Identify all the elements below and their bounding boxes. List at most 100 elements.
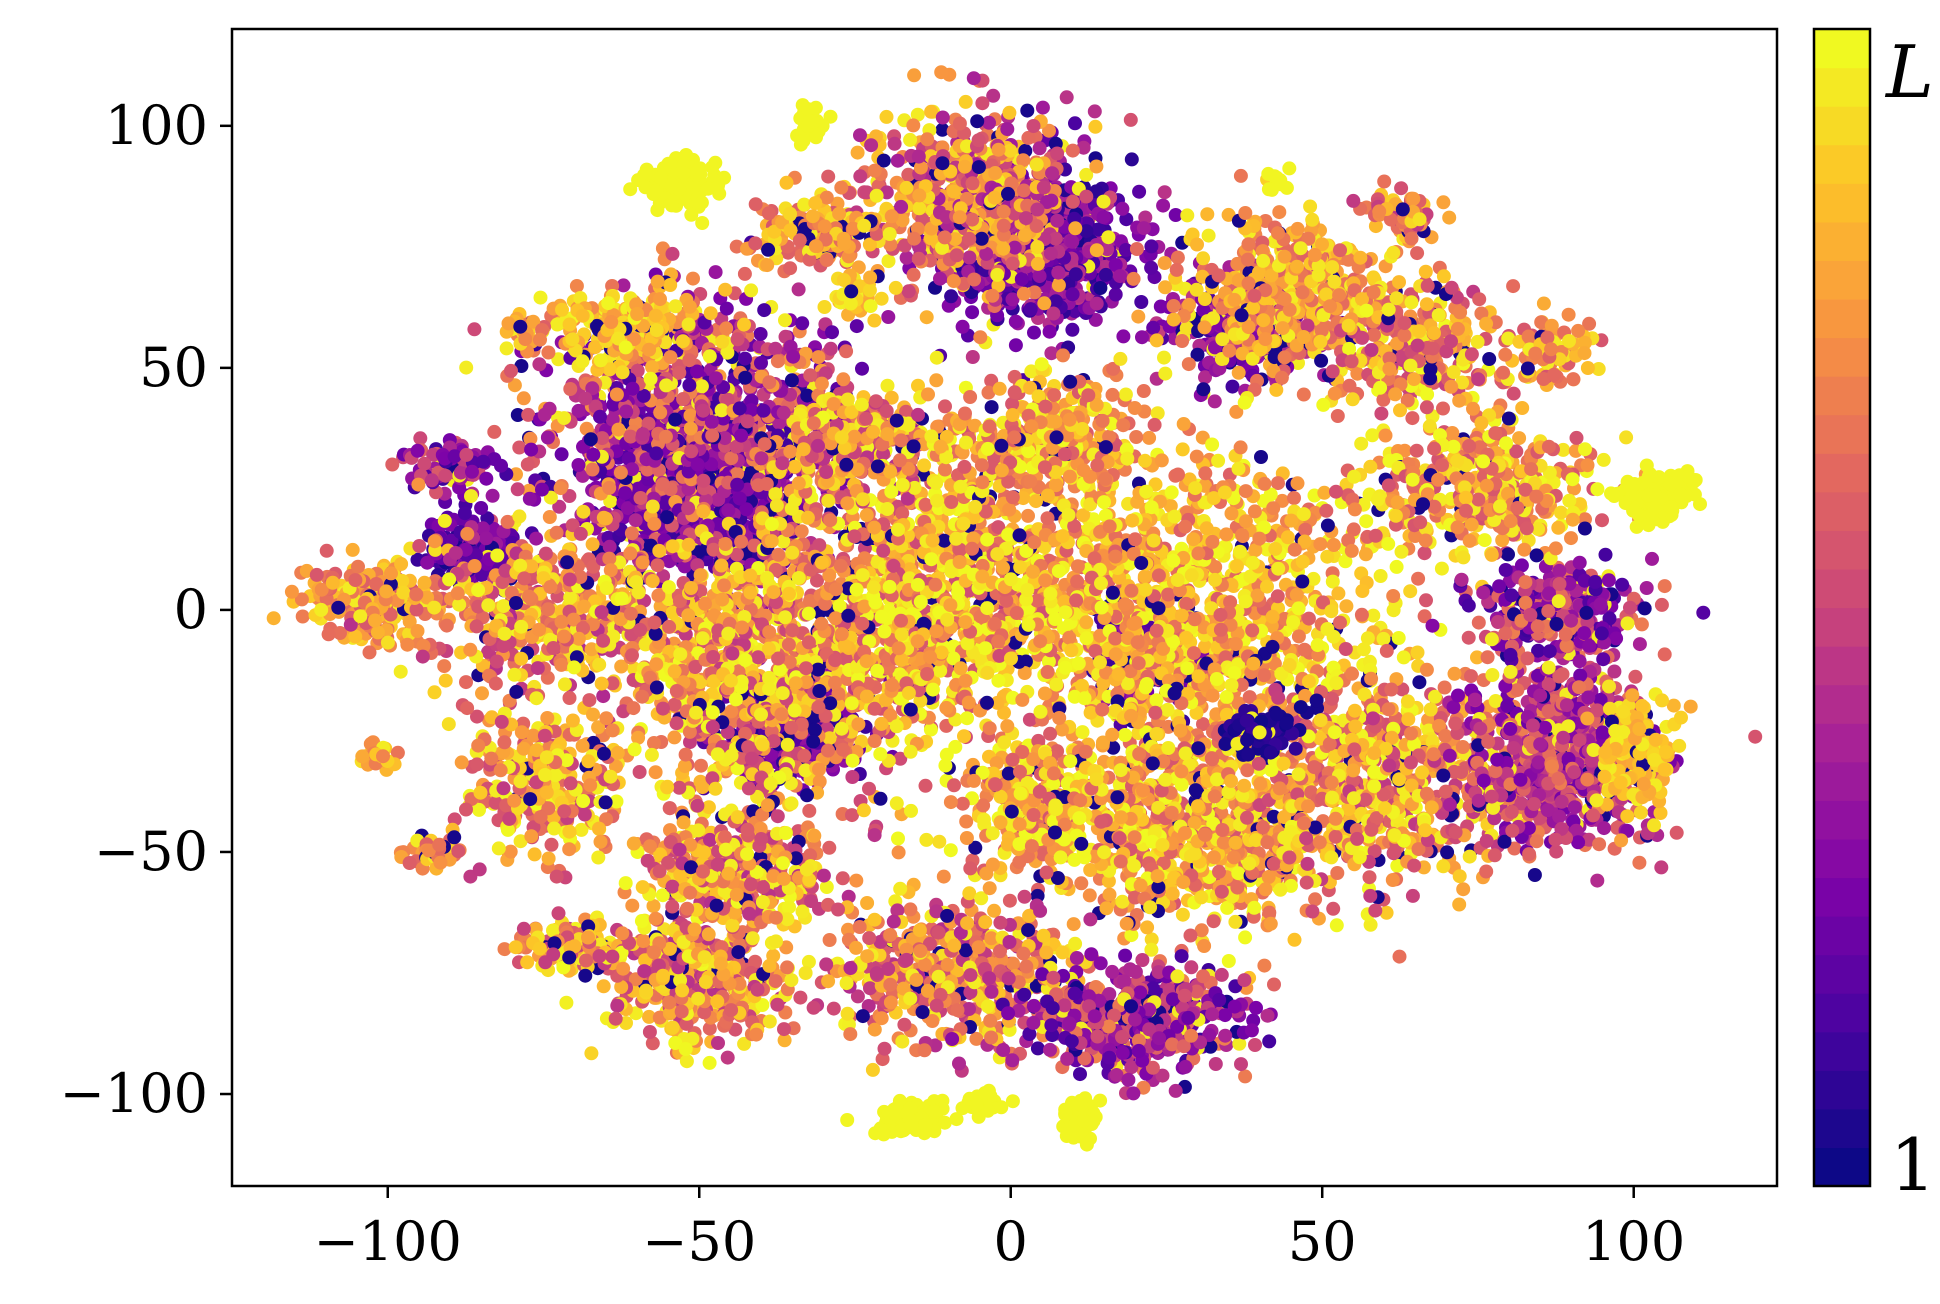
scatter-point — [934, 65, 949, 80]
scatter-point — [663, 278, 678, 292]
scatter-point — [583, 432, 598, 447]
scatter-point — [967, 272, 982, 287]
scatter-point — [899, 250, 914, 265]
scatter-point — [962, 250, 977, 265]
scatter-point — [571, 458, 586, 472]
scatter-point — [601, 296, 616, 311]
scatter-point — [1002, 105, 1017, 120]
scatter-point — [783, 261, 798, 276]
scatter-point — [463, 642, 478, 657]
scatter-point — [1190, 237, 1204, 252]
scatter-point — [427, 685, 442, 700]
scatter-point — [1101, 230, 1116, 245]
scatter-point — [944, 289, 959, 304]
scatter-point — [975, 96, 990, 111]
scatter-point — [613, 465, 628, 480]
scatter-point — [437, 659, 452, 674]
scatter-point — [553, 481, 568, 496]
scatter-point — [541, 345, 556, 360]
scatter-point — [309, 567, 324, 582]
scatter-point — [1170, 250, 1185, 265]
scatter-point — [1032, 269, 1047, 284]
scatter-point — [907, 68, 922, 83]
scatter-point — [490, 548, 505, 563]
scatter-point — [732, 491, 747, 506]
scatter-point — [1098, 267, 1113, 282]
scatter-point — [1096, 210, 1111, 225]
scatter-point — [417, 575, 432, 590]
scatter-point — [1089, 296, 1104, 311]
scatter-point — [718, 282, 733, 297]
scatter-point — [384, 566, 398, 581]
scatter-point — [819, 253, 834, 267]
scatter-point — [1123, 112, 1138, 127]
scatter-point — [1200, 207, 1215, 222]
scatter-point — [457, 506, 472, 521]
scatter-point — [438, 673, 453, 688]
scatter-point — [496, 639, 511, 653]
scatter-point — [911, 149, 926, 164]
scatter-point — [1065, 234, 1080, 249]
scatter-point — [550, 317, 565, 332]
scatter-point — [730, 332, 745, 347]
scatter-point — [703, 306, 718, 321]
scatter-point — [554, 447, 569, 462]
scatter-point — [965, 212, 980, 227]
scatter-point — [911, 251, 926, 266]
scatter-point — [1207, 394, 1222, 409]
scatter-point — [817, 219, 832, 234]
scatter-point — [965, 305, 980, 320]
scatter-point — [658, 429, 673, 444]
scatter-point — [880, 378, 895, 393]
scatter-point — [1146, 320, 1161, 335]
scatter-point — [1189, 282, 1204, 297]
scatter-point — [535, 482, 549, 497]
scatter-point — [507, 378, 522, 393]
scatter-point — [496, 599, 511, 614]
scatter-point — [1196, 382, 1211, 397]
scatter-point — [935, 110, 950, 125]
scatter-point — [1079, 189, 1094, 204]
scatter-point — [762, 375, 777, 390]
scatter-point — [761, 206, 776, 221]
scatter-point — [585, 462, 600, 477]
scatter-point — [314, 602, 329, 617]
scatter-point — [345, 542, 360, 557]
scatter-point — [541, 602, 556, 617]
scatter-point — [955, 319, 970, 334]
scatter-point — [295, 609, 310, 624]
scatter-point — [624, 526, 639, 541]
scatter-point — [696, 473, 711, 488]
scatter-point — [748, 197, 763, 212]
scatter-point — [578, 391, 593, 406]
scatter-point — [795, 316, 810, 331]
scatter-point — [791, 282, 806, 297]
scatter-point — [958, 94, 973, 109]
scatter-point — [603, 494, 618, 509]
scatter-point — [555, 302, 569, 317]
scatter-point — [642, 342, 657, 357]
scatter-point — [682, 299, 697, 314]
scatter-point — [351, 559, 365, 574]
scatter-point — [1225, 379, 1240, 394]
scatter-point — [412, 539, 427, 553]
scatter-point — [619, 404, 634, 419]
scatter-point — [668, 299, 683, 314]
scatter-point — [879, 109, 894, 124]
scatter-point — [542, 510, 557, 524]
scatter-point — [1166, 312, 1181, 327]
scatter-point — [837, 236, 852, 251]
scatter-point — [1051, 265, 1066, 280]
scatter-point — [596, 689, 611, 704]
scatter-point — [890, 153, 905, 168]
scatter-point — [987, 190, 1002, 205]
scatter-point — [988, 166, 1003, 180]
scatter-point — [653, 405, 668, 420]
scatter-point — [971, 160, 986, 175]
scatter-point — [1065, 322, 1080, 337]
scatter-point — [643, 371, 658, 386]
scatter-point — [353, 609, 368, 624]
scatter-point — [413, 431, 428, 446]
scatter-point — [385, 457, 400, 472]
scatter-point — [1175, 334, 1190, 348]
